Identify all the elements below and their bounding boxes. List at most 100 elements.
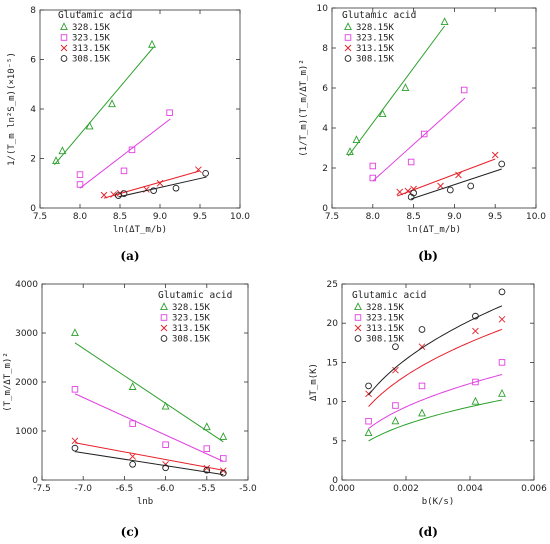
data-point bbox=[71, 444, 79, 452]
series-308.15K bbox=[71, 444, 227, 477]
data-point bbox=[401, 83, 410, 92]
data-point bbox=[202, 170, 209, 177]
data-point bbox=[365, 390, 372, 398]
data-point bbox=[455, 171, 462, 179]
legend-entry: 308.15K bbox=[356, 55, 395, 65]
legend-entry: 313.15K bbox=[172, 324, 211, 334]
legend-entry: 328.15K bbox=[172, 303, 211, 313]
data-point bbox=[108, 99, 116, 108]
data-point bbox=[472, 378, 479, 386]
legend-entry: 323.15K bbox=[366, 314, 405, 324]
data-point bbox=[472, 327, 479, 335]
panel-label: (a) bbox=[120, 249, 139, 263]
data-point bbox=[100, 191, 108, 199]
data-point bbox=[346, 147, 354, 156]
series-308.15K bbox=[365, 288, 506, 396]
panel-label: (c) bbox=[121, 525, 140, 539]
data-point bbox=[85, 121, 94, 130]
series-328.15K bbox=[52, 39, 156, 166]
data-point bbox=[446, 186, 454, 194]
data-point bbox=[120, 167, 128, 175]
y-tick-label: 20 bbox=[327, 319, 339, 329]
y-tick-label: 15 bbox=[327, 358, 338, 368]
legend-marker bbox=[160, 302, 168, 311]
legend-entry: 313.15K bbox=[366, 324, 405, 334]
legend-title: Glutamic acid bbox=[352, 290, 426, 301]
data-point bbox=[76, 171, 84, 178]
data-point bbox=[369, 174, 377, 182]
fit-curve bbox=[368, 399, 503, 442]
data-point bbox=[364, 428, 373, 437]
x-tick-label: 8.5 bbox=[113, 212, 127, 222]
data-point bbox=[498, 388, 506, 397]
x-tick-label: 10.0 bbox=[526, 212, 546, 222]
x-tick-label: 8.5 bbox=[406, 212, 420, 222]
data-point bbox=[418, 326, 426, 333]
legend-marker bbox=[354, 314, 362, 321]
data-point bbox=[418, 408, 426, 417]
data-point bbox=[129, 420, 136, 427]
x-tick-label: 9.5 bbox=[488, 212, 502, 222]
legend-title: Glutamic acid bbox=[158, 290, 232, 301]
legend: Glutamic acid 328.15K323.15K313.15K308.15… bbox=[58, 10, 132, 65]
data-point bbox=[52, 156, 60, 165]
legend-marker bbox=[60, 44, 68, 52]
legend-marker bbox=[354, 335, 362, 342]
fit-curve bbox=[368, 305, 503, 396]
data-point bbox=[203, 464, 211, 472]
y-tick-label: 25 bbox=[327, 280, 338, 290]
x-tick-label: -5.5 bbox=[198, 484, 216, 494]
series-308.15K bbox=[407, 160, 506, 201]
legend-entry: 323.15K bbox=[172, 314, 211, 324]
data-point bbox=[71, 386, 79, 393]
legend-marker bbox=[60, 34, 68, 41]
data-point bbox=[203, 445, 211, 452]
series-323.15K bbox=[71, 386, 227, 462]
data-point bbox=[129, 453, 136, 460]
x-tick-label: -6.5 bbox=[116, 484, 134, 494]
data-point bbox=[365, 417, 372, 425]
legend-entry: 323.15K bbox=[72, 34, 111, 44]
y-axis-label: ΔT_m(K) bbox=[309, 363, 319, 401]
x-axis-label: ln(ΔT_m/b) bbox=[407, 225, 461, 235]
data-point bbox=[150, 187, 157, 195]
data-point bbox=[166, 109, 173, 116]
y-tick-label: 0 bbox=[332, 476, 338, 486]
data-point bbox=[369, 162, 377, 170]
data-point bbox=[76, 181, 84, 188]
fit-line bbox=[103, 170, 201, 199]
y-tick-label: 1000 bbox=[15, 427, 38, 437]
data-point bbox=[128, 382, 137, 390]
x-tick-label: 8.0 bbox=[73, 212, 88, 222]
fit-line bbox=[347, 25, 446, 157]
y-tick-label: 3000 bbox=[15, 329, 38, 339]
fit-curve bbox=[368, 374, 503, 429]
y-tick-label: 4 bbox=[322, 124, 328, 134]
legend-marker bbox=[354, 324, 362, 332]
legend-entry: 328.15K bbox=[72, 23, 111, 33]
y-tick-label: 6 bbox=[30, 56, 36, 66]
fit-line bbox=[74, 393, 224, 462]
data-point bbox=[498, 160, 506, 168]
series-328.15K bbox=[346, 17, 449, 157]
legend-marker bbox=[160, 314, 168, 321]
y-axis-label: (1/T_m)(T_m/ΔT_m)² bbox=[299, 59, 309, 157]
y-tick-label: 5 bbox=[332, 437, 338, 447]
data-point bbox=[219, 432, 228, 440]
series-323.15K bbox=[369, 86, 468, 182]
data-point bbox=[392, 366, 399, 374]
data-point bbox=[392, 402, 399, 409]
data-point bbox=[498, 288, 506, 296]
data-point bbox=[195, 166, 202, 173]
fit-curve bbox=[368, 328, 503, 407]
legend: Glutamic acid 328.15K323.15K313.15K308.15… bbox=[158, 290, 232, 345]
x-tick-label: -6.0 bbox=[157, 484, 175, 494]
data-point bbox=[120, 190, 128, 197]
data-point bbox=[162, 441, 169, 448]
x-tick-label: -5.0 bbox=[239, 484, 257, 494]
y-tick-label: 0 bbox=[32, 476, 38, 486]
data-point bbox=[498, 359, 506, 366]
data-point bbox=[410, 189, 417, 197]
legend-entry: 308.15K bbox=[366, 335, 405, 345]
y-tick-label: 0 bbox=[322, 204, 328, 214]
